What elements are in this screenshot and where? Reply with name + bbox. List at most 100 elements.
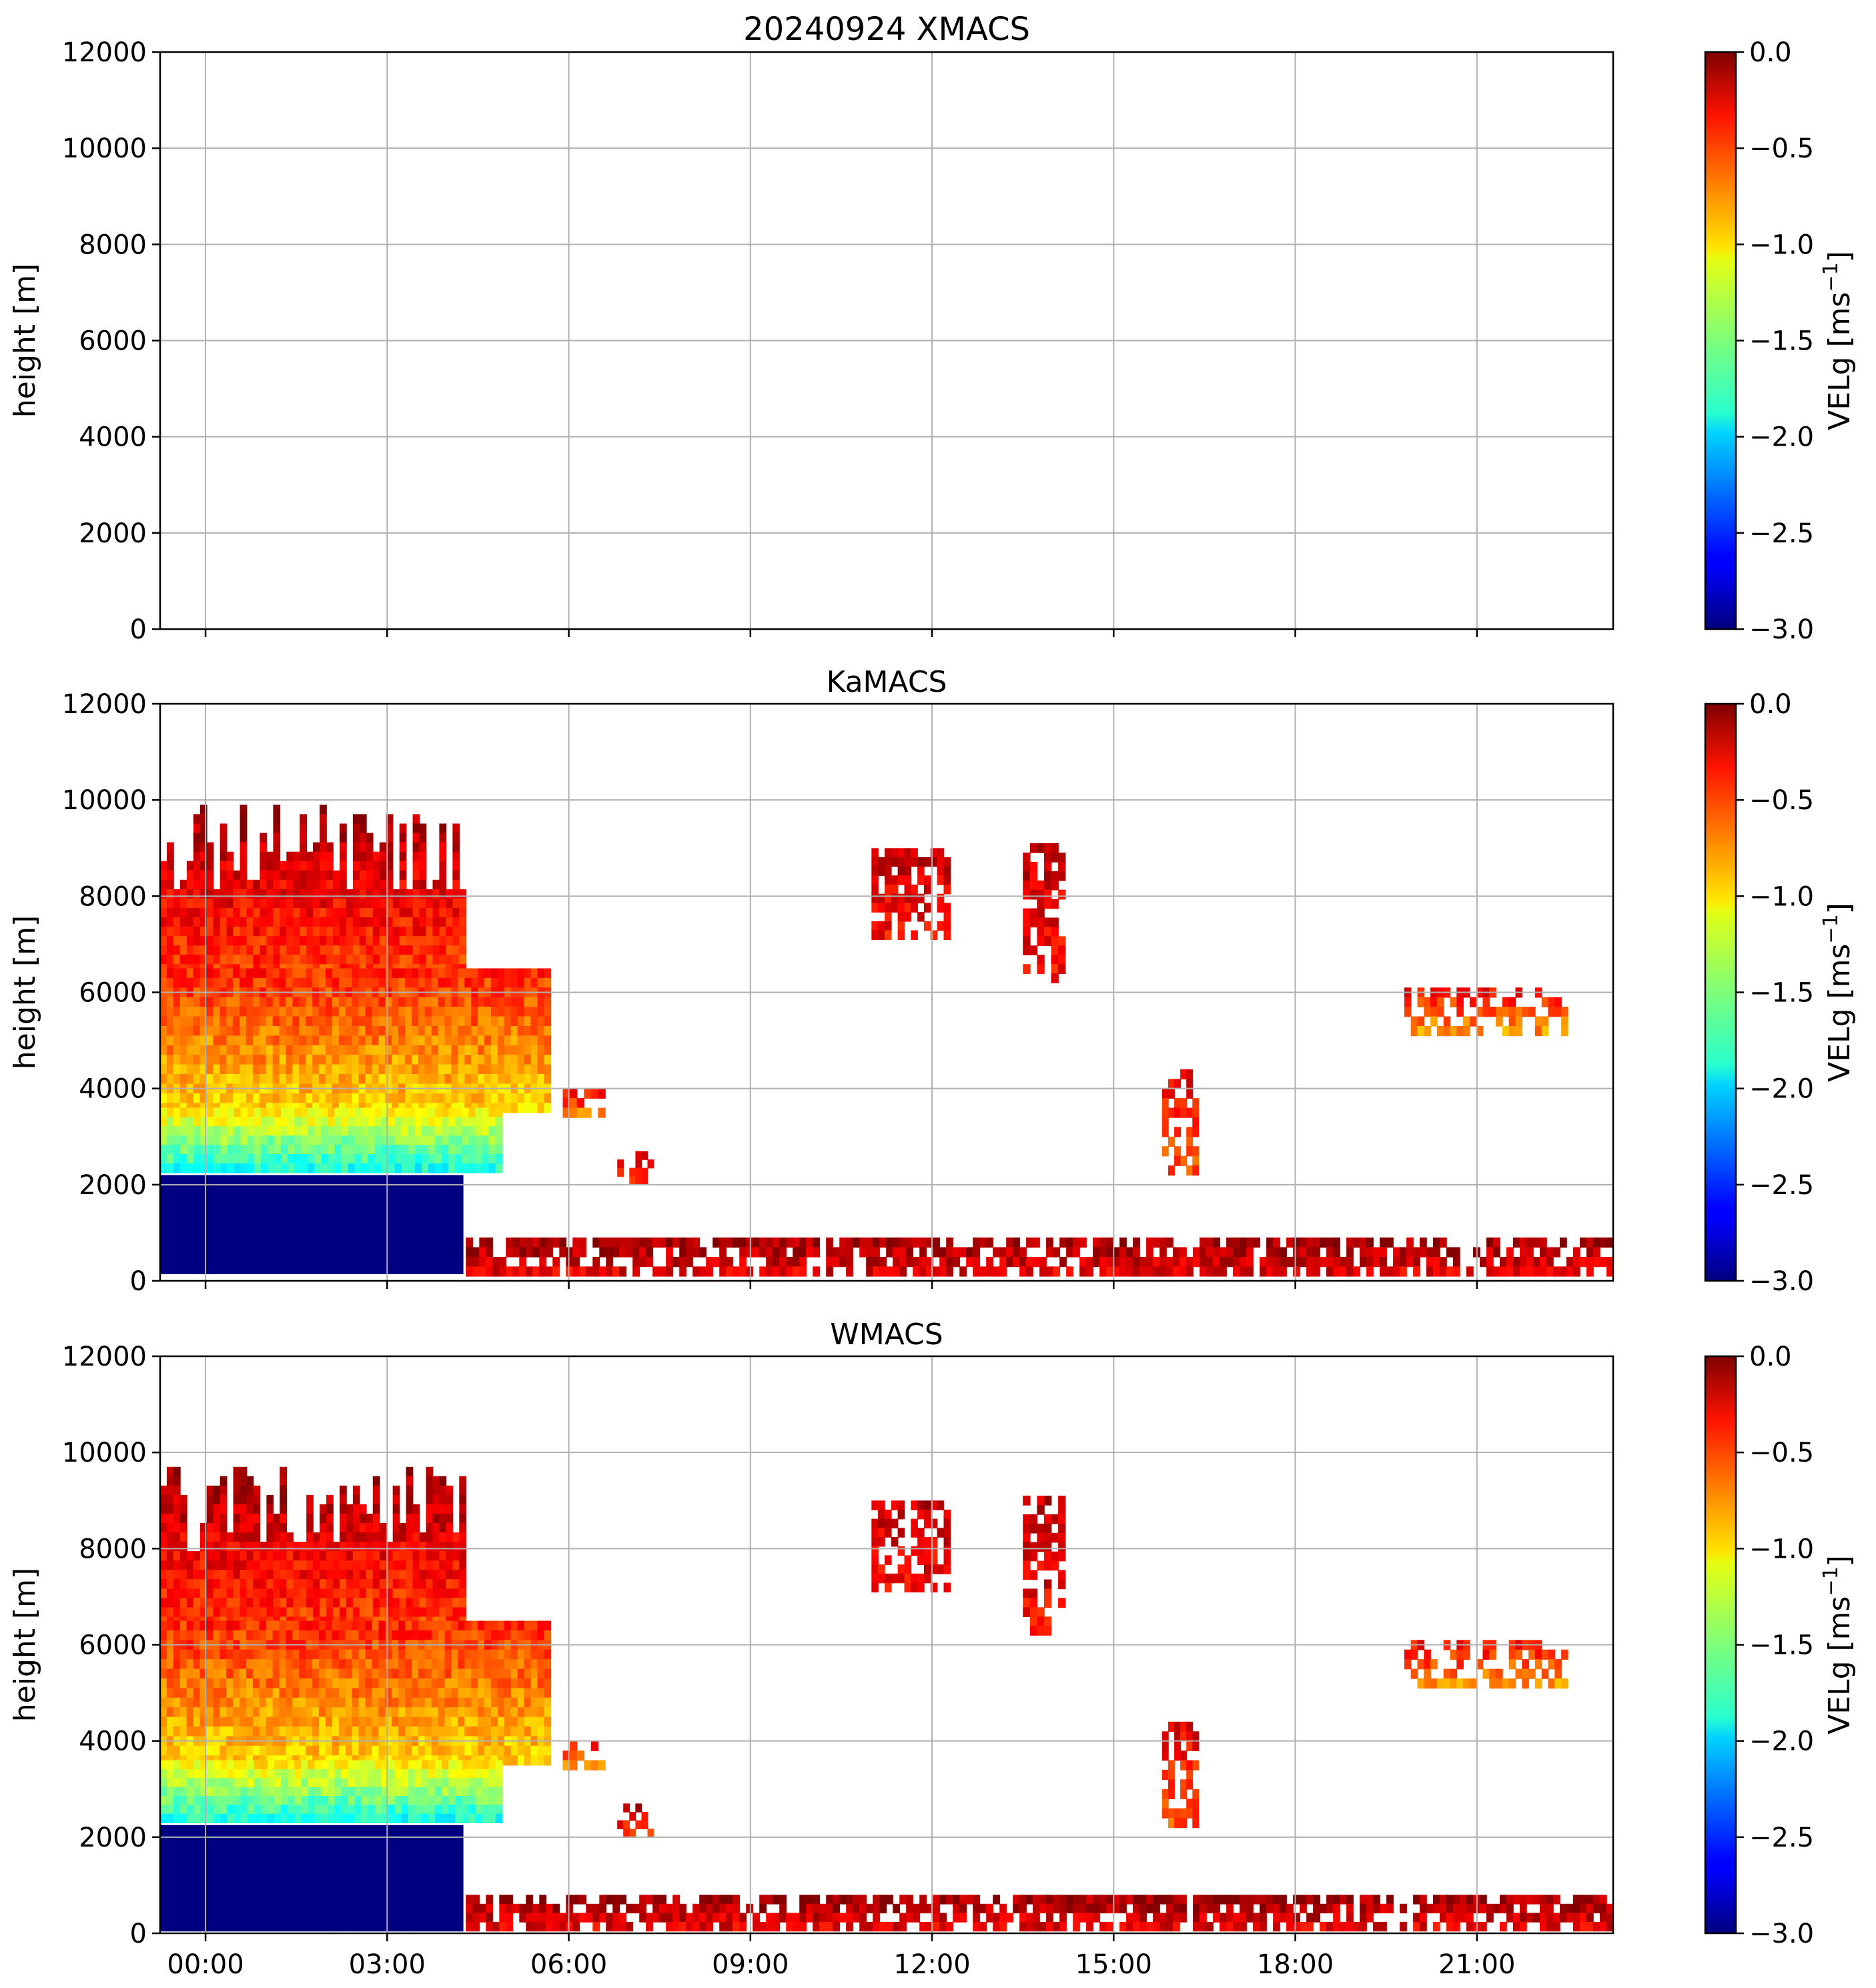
echo-cell bbox=[199, 1560, 207, 1570]
echo-cell bbox=[338, 1026, 346, 1037]
echo-cell bbox=[392, 1523, 400, 1533]
echo-cell bbox=[381, 1107, 389, 1118]
echo-cell bbox=[524, 1716, 532, 1727]
echo-cell bbox=[1386, 1237, 1394, 1248]
echo-cell bbox=[436, 1256, 444, 1266]
echo-cell bbox=[1200, 1266, 1207, 1277]
echo-cell bbox=[368, 1211, 376, 1221]
echo-cell bbox=[213, 1598, 221, 1608]
echo-cell bbox=[999, 1266, 1007, 1277]
echo-cell bbox=[1119, 1237, 1127, 1248]
echo-cell bbox=[386, 917, 394, 927]
echo-cell bbox=[1346, 1257, 1354, 1268]
echo-cell bbox=[313, 1579, 320, 1589]
y-tick-label: 10000 bbox=[62, 133, 147, 164]
echo-cell bbox=[253, 1542, 261, 1552]
echo-cell bbox=[219, 1064, 227, 1075]
echo-cell bbox=[478, 1678, 485, 1689]
echo-cell bbox=[372, 945, 380, 956]
echo-cell bbox=[334, 1154, 342, 1164]
echo-cell bbox=[348, 1201, 356, 1211]
echo-cell bbox=[233, 1716, 240, 1727]
echo-cell bbox=[179, 977, 187, 989]
echo-cell bbox=[885, 848, 892, 858]
echo-cell bbox=[346, 1579, 354, 1589]
echo-cell bbox=[288, 1107, 295, 1118]
echo-cell bbox=[372, 908, 380, 918]
echo-cell bbox=[326, 1523, 334, 1533]
echo-cell bbox=[398, 977, 406, 989]
echo-cell bbox=[292, 1726, 300, 1737]
echo-cell bbox=[1456, 1007, 1464, 1017]
echo-cell bbox=[544, 968, 552, 979]
echo-cell bbox=[1493, 1237, 1500, 1248]
echo-cell bbox=[253, 1485, 261, 1496]
echo-cell bbox=[739, 1257, 747, 1268]
echo-cell bbox=[537, 1668, 545, 1679]
echo-cell bbox=[299, 1026, 306, 1037]
echo-cell bbox=[248, 1264, 255, 1274]
echo-cell bbox=[320, 898, 327, 909]
echo-cell bbox=[424, 1045, 432, 1055]
echo-cell bbox=[1058, 955, 1066, 965]
echo-cell bbox=[446, 1532, 454, 1542]
echo-cell bbox=[246, 898, 254, 909]
echo-cell bbox=[1333, 1266, 1340, 1277]
echo-cell bbox=[412, 936, 420, 947]
echo-cell bbox=[352, 1579, 360, 1589]
echo-cell bbox=[312, 977, 320, 989]
echo-cell bbox=[459, 1532, 467, 1542]
echo-cell bbox=[498, 977, 505, 989]
echo-cell bbox=[240, 955, 248, 965]
echo-cell bbox=[431, 1630, 439, 1641]
echo-cell bbox=[491, 1659, 498, 1670]
echo-cell bbox=[484, 1074, 492, 1085]
echo-cell bbox=[471, 968, 478, 979]
echo-cell bbox=[186, 1668, 194, 1679]
echo-cell bbox=[352, 851, 360, 862]
echo-cell bbox=[452, 1542, 460, 1552]
echo-cell bbox=[491, 1688, 498, 1698]
echo-cell bbox=[320, 879, 327, 890]
echo-cell bbox=[446, 1560, 454, 1570]
echo-cell bbox=[484, 1659, 492, 1670]
echo-cell bbox=[479, 1257, 487, 1268]
echo-cell bbox=[446, 945, 454, 956]
echo-cell bbox=[226, 1064, 233, 1075]
echo-cell bbox=[426, 927, 434, 937]
y-tick-label: 0 bbox=[130, 614, 147, 645]
echo-cell bbox=[431, 977, 439, 989]
echo-cell bbox=[1293, 1266, 1300, 1277]
echo-cell bbox=[519, 1266, 527, 1277]
echo-cell bbox=[199, 1570, 207, 1580]
echo-cell bbox=[1476, 1026, 1484, 1037]
echo-cell bbox=[372, 1074, 380, 1085]
echo-cell bbox=[352, 968, 360, 979]
echo-cell bbox=[612, 1266, 620, 1277]
echo-cell bbox=[280, 908, 288, 918]
echo-cell bbox=[475, 1145, 483, 1155]
echo-cell bbox=[517, 1688, 525, 1698]
echo-cell bbox=[199, 1542, 207, 1552]
echo-cell bbox=[179, 1726, 187, 1737]
echo-cell bbox=[206, 851, 214, 862]
echo-cell bbox=[266, 1598, 274, 1608]
echo-cell bbox=[213, 1201, 221, 1211]
echo-cell bbox=[308, 1237, 316, 1248]
echo-cell bbox=[639, 1237, 646, 1248]
echo-cell bbox=[220, 1183, 228, 1194]
echo-cell bbox=[388, 1154, 396, 1164]
echo-cell bbox=[999, 1257, 1007, 1268]
echo-cell bbox=[552, 1257, 560, 1268]
echo-cell bbox=[193, 1035, 201, 1046]
echo-cell bbox=[326, 1026, 333, 1037]
echo-cell bbox=[233, 1697, 240, 1708]
echo-cell bbox=[1019, 1257, 1027, 1268]
echo-cell bbox=[199, 1579, 207, 1589]
echo-cell bbox=[180, 1813, 188, 1823]
echo-cell bbox=[240, 898, 248, 909]
echo-cell bbox=[219, 1016, 227, 1027]
echo-cell bbox=[173, 1145, 181, 1155]
echo-cell bbox=[442, 1107, 450, 1118]
